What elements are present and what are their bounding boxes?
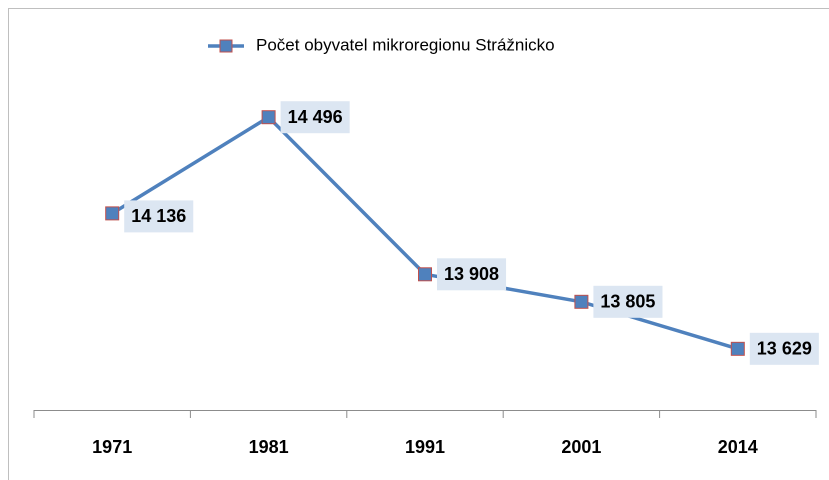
value-label: 13 908 bbox=[444, 264, 499, 284]
legend-label: Počet obyvatel mikroregionu Strážnicko bbox=[256, 35, 555, 54]
value-label-box bbox=[749, 332, 819, 365]
x-tick-label: 2001 bbox=[561, 437, 601, 457]
value-label-box bbox=[593, 285, 663, 318]
data-point bbox=[105, 206, 120, 221]
value-label: 13 805 bbox=[600, 292, 655, 312]
value-label: 13 629 bbox=[757, 339, 812, 359]
x-tick-label: 1991 bbox=[405, 437, 445, 457]
chart-frame bbox=[8, 8, 829, 480]
data-point bbox=[418, 267, 432, 282]
value-label-box bbox=[124, 200, 194, 233]
x-tick-label: 1981 bbox=[249, 437, 289, 457]
value-label-box bbox=[280, 101, 350, 134]
value-label: 14 136 bbox=[131, 206, 186, 226]
data-point bbox=[574, 294, 589, 309]
value-label: 14 496 bbox=[288, 107, 343, 127]
data-point bbox=[730, 341, 745, 356]
data-point bbox=[261, 110, 276, 125]
x-tick-label: 1971 bbox=[92, 437, 132, 457]
value-label-box bbox=[437, 258, 507, 291]
legend-marker bbox=[219, 39, 233, 53]
x-tick-label: 2014 bbox=[718, 437, 758, 457]
